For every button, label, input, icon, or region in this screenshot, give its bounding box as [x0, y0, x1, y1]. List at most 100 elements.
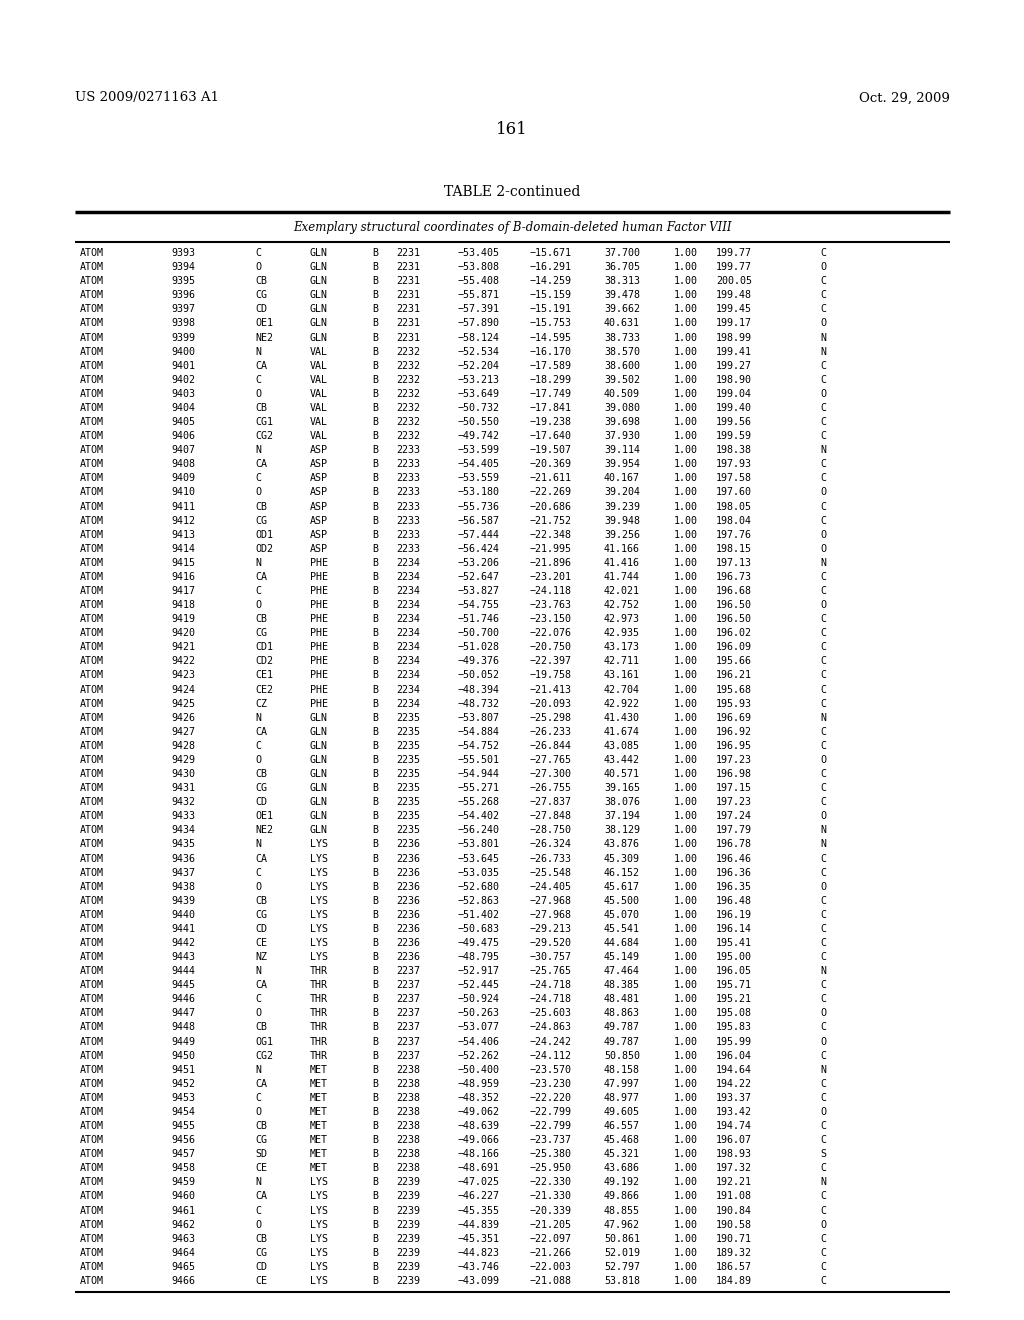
Text: 48.977: 48.977: [604, 1093, 640, 1104]
Text: 52.797: 52.797: [604, 1262, 640, 1272]
Text: B: B: [372, 1078, 378, 1089]
Text: LYS: LYS: [310, 882, 328, 892]
Text: −53.649: −53.649: [458, 389, 500, 399]
Text: 41.166: 41.166: [604, 544, 640, 554]
Text: 9435: 9435: [171, 840, 195, 850]
Text: C: C: [820, 994, 826, 1005]
Text: NE2: NE2: [255, 333, 273, 342]
Text: −52.647: −52.647: [458, 572, 500, 582]
Text: 2239: 2239: [396, 1177, 420, 1188]
Text: −22.330: −22.330: [530, 1177, 572, 1188]
Text: 2231: 2231: [396, 263, 420, 272]
Text: N: N: [255, 1177, 261, 1188]
Text: 199.41: 199.41: [716, 347, 752, 356]
Text: 45.468: 45.468: [604, 1135, 640, 1146]
Text: 9428: 9428: [171, 741, 195, 751]
Text: 193.42: 193.42: [716, 1107, 752, 1117]
Text: CA: CA: [255, 727, 267, 737]
Text: CD: CD: [255, 797, 267, 808]
Text: ATOM: ATOM: [80, 403, 104, 413]
Text: 9393: 9393: [171, 248, 195, 257]
Text: 43.876: 43.876: [604, 840, 640, 850]
Text: 9419: 9419: [171, 614, 195, 624]
Text: ATOM: ATOM: [80, 417, 104, 426]
Text: 9443: 9443: [171, 952, 195, 962]
Text: ATOM: ATOM: [80, 628, 104, 639]
Text: −54.402: −54.402: [458, 812, 500, 821]
Text: C: C: [820, 656, 826, 667]
Text: 1.00: 1.00: [674, 727, 698, 737]
Text: ATOM: ATOM: [80, 981, 104, 990]
Text: −53.077: −53.077: [458, 1023, 500, 1032]
Text: −48.795: −48.795: [458, 952, 500, 962]
Text: ATOM: ATOM: [80, 318, 104, 329]
Text: C: C: [820, 586, 826, 597]
Text: 1.00: 1.00: [674, 909, 698, 920]
Text: 1.00: 1.00: [674, 994, 698, 1005]
Text: PHE: PHE: [310, 614, 328, 624]
Text: 40.167: 40.167: [604, 474, 640, 483]
Text: 9413: 9413: [171, 529, 195, 540]
Text: 9409: 9409: [171, 474, 195, 483]
Text: 2233: 2233: [396, 502, 420, 511]
Text: THR: THR: [310, 966, 328, 977]
Text: O: O: [820, 1107, 826, 1117]
Text: B: B: [372, 1220, 378, 1230]
Text: 2232: 2232: [396, 347, 420, 356]
Text: 197.93: 197.93: [716, 459, 752, 469]
Text: 2235: 2235: [396, 812, 420, 821]
Text: 9465: 9465: [171, 1262, 195, 1272]
Text: B: B: [372, 1234, 378, 1243]
Text: 9446: 9446: [171, 994, 195, 1005]
Text: CB: CB: [255, 896, 267, 906]
Text: B: B: [372, 276, 378, 286]
Text: CG2: CG2: [255, 432, 273, 441]
Text: 1.00: 1.00: [674, 882, 698, 892]
Text: 9441: 9441: [171, 924, 195, 935]
Text: 1.00: 1.00: [674, 685, 698, 694]
Text: N: N: [255, 966, 261, 977]
Text: 43.173: 43.173: [604, 643, 640, 652]
Text: ATOM: ATOM: [80, 276, 104, 286]
Text: PHE: PHE: [310, 586, 328, 597]
Text: −27.300: −27.300: [530, 770, 572, 779]
Text: 38.129: 38.129: [604, 825, 640, 836]
Text: B: B: [372, 417, 378, 426]
Text: 49.866: 49.866: [604, 1192, 640, 1201]
Text: −50.732: −50.732: [458, 403, 500, 413]
Text: 9439: 9439: [171, 896, 195, 906]
Text: −27.765: −27.765: [530, 755, 572, 766]
Text: −21.088: −21.088: [530, 1276, 572, 1286]
Text: ATOM: ATOM: [80, 783, 104, 793]
Text: 1.00: 1.00: [674, 854, 698, 863]
Text: 195.68: 195.68: [716, 685, 752, 694]
Text: ASP: ASP: [310, 487, 328, 498]
Text: C: C: [255, 1205, 261, 1216]
Text: O: O: [820, 1220, 826, 1230]
Text: 2238: 2238: [396, 1135, 420, 1146]
Text: −21.205: −21.205: [530, 1220, 572, 1230]
Text: 194.64: 194.64: [716, 1065, 752, 1074]
Text: −24.118: −24.118: [530, 586, 572, 597]
Text: 9414: 9414: [171, 544, 195, 554]
Text: OD1: OD1: [255, 529, 273, 540]
Text: ATOM: ATOM: [80, 248, 104, 257]
Text: 9404: 9404: [171, 403, 195, 413]
Text: N: N: [255, 558, 261, 568]
Text: B: B: [372, 939, 378, 948]
Text: 1.00: 1.00: [674, 375, 698, 384]
Text: 1.00: 1.00: [674, 360, 698, 371]
Text: 41.674: 41.674: [604, 727, 640, 737]
Text: 2236: 2236: [396, 952, 420, 962]
Text: MET: MET: [310, 1150, 328, 1159]
Text: OG1: OG1: [255, 1036, 273, 1047]
Text: B: B: [372, 643, 378, 652]
Text: 196.35: 196.35: [716, 882, 752, 892]
Text: B: B: [372, 432, 378, 441]
Text: CE: CE: [255, 939, 267, 948]
Text: C: C: [255, 741, 261, 751]
Text: CA: CA: [255, 1078, 267, 1089]
Text: ATOM: ATOM: [80, 854, 104, 863]
Text: ATOM: ATOM: [80, 586, 104, 597]
Text: 1.00: 1.00: [674, 459, 698, 469]
